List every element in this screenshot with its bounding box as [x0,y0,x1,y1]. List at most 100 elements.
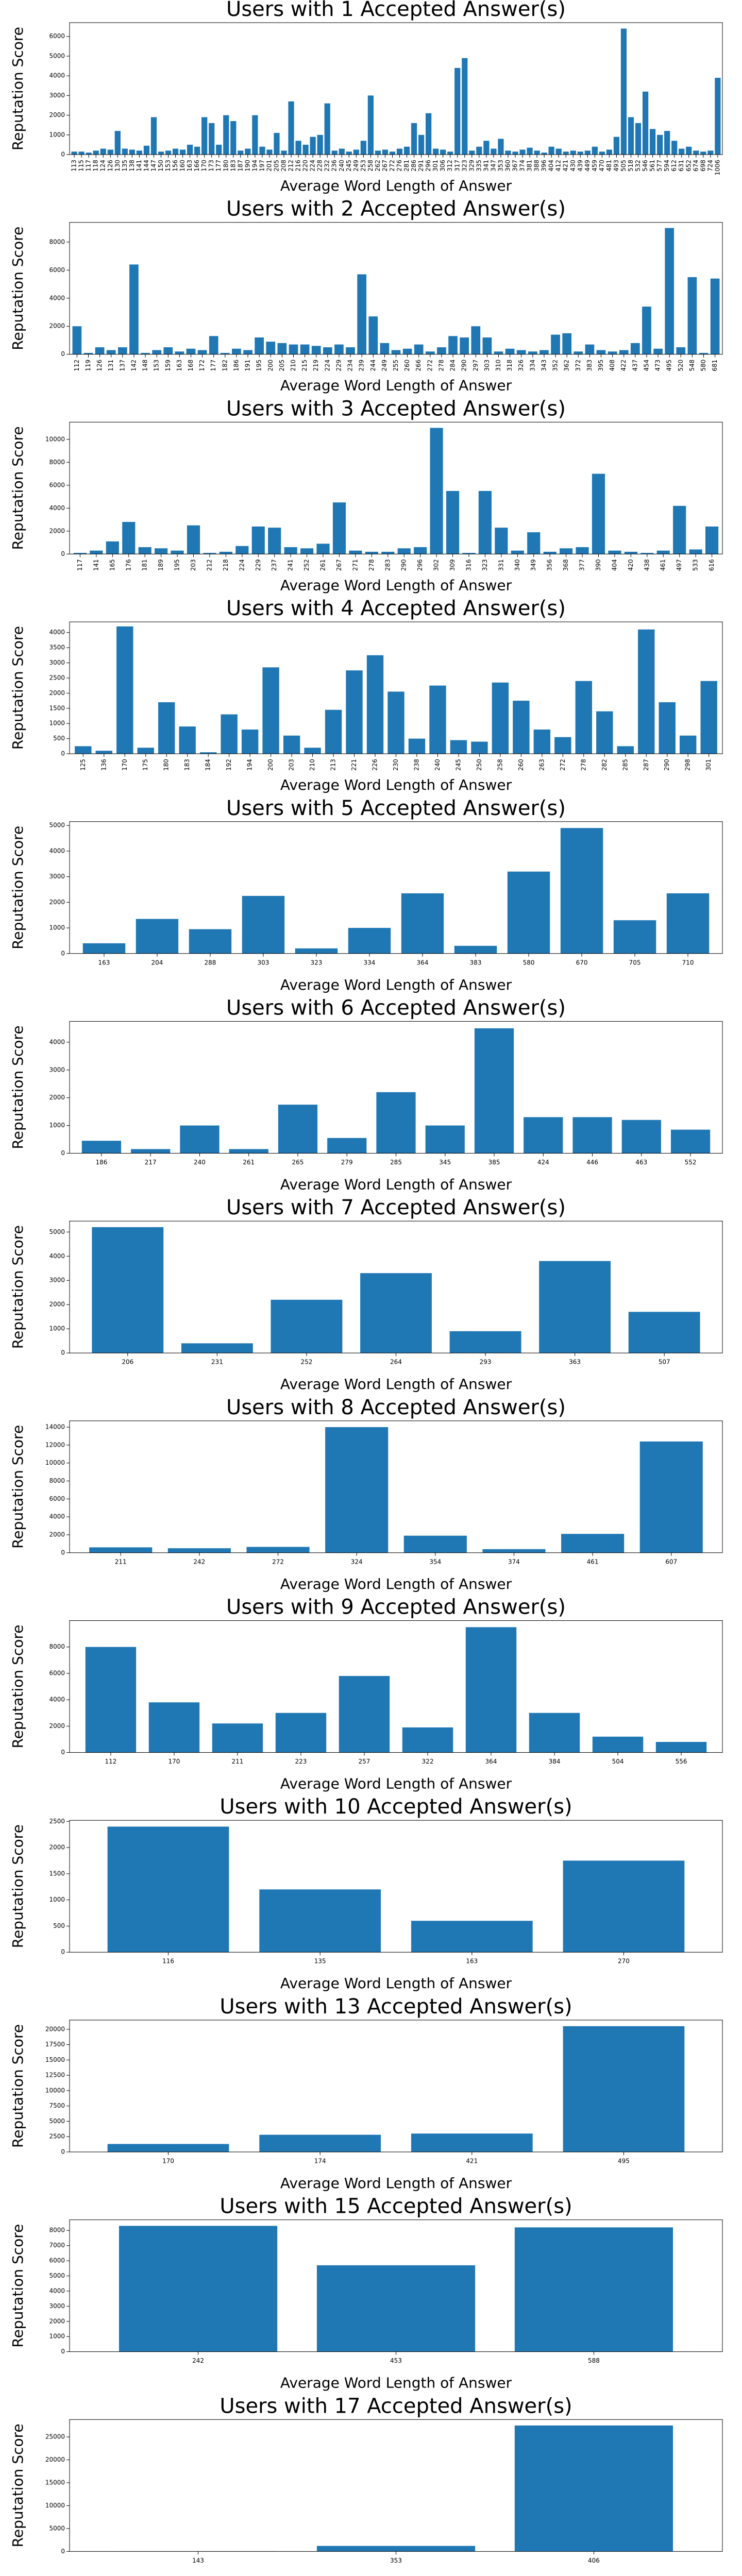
bar [300,548,314,554]
x-tick-label: 520 [677,360,684,371]
x-tick-label: 182 [221,360,228,371]
bar [505,348,515,354]
y-tick-label: 4000 [49,294,65,301]
plot-frame [69,1820,723,1953]
x-tick-label: 255 [392,360,399,371]
y-tick-label: 1000 [49,131,65,138]
x-tick-label: 240 [338,160,345,172]
x-tick-label: 245 [345,160,352,172]
bar [209,336,218,354]
bar [245,148,251,155]
plot-frame [69,821,723,954]
x-tick-label: 406 [588,2557,600,2564]
x-tick-label: 302 [433,559,440,571]
x-tick-label: 293 [480,1359,492,1366]
chart-panel: Users with 1 Accepted Answer(s) Average W… [9,0,723,194]
x-tick-label: 705 [629,959,641,966]
y-axis-label: Reputation Score [9,826,26,950]
bar [172,148,179,155]
y-tick-label: 2000 [49,323,65,330]
y-tick-label: 25000 [45,2433,65,2441]
y-tick-label: 0 [61,2348,65,2355]
x-axis-label: Average Word Length of Answer [280,377,512,394]
x-tick-label: 224 [324,360,331,371]
y-tick-label: 0 [61,1349,65,1357]
y-tick-label: 4000 [49,72,65,79]
bar [360,141,366,155]
bar [642,307,651,354]
bar [608,550,621,554]
y-tick-label: 1000 [49,1325,65,1332]
x-tick-label: 710 [682,959,694,966]
x-tick-label: 272 [559,759,566,771]
chart-title: Users with 4 Accepted Answer(s) [226,597,566,620]
x-tick-label: 190 [244,160,251,172]
bar [498,139,504,155]
bar [613,920,656,954]
y-axis-label: Reputation Score [9,626,26,750]
y-tick-label: 8000 [49,2227,65,2234]
x-axis-label: Average Word Length of Answer [280,1176,512,1193]
y-tick-label: 4000 [49,629,65,636]
bar [106,541,119,554]
x-tick-label: 453 [390,2357,402,2364]
x-tick-label: 390 [595,559,602,571]
bar [639,1441,703,1553]
x-tick-label: 141 [136,160,143,172]
x-tick-label: 473 [654,360,662,371]
x-tick-label: 118 [92,160,99,172]
bar [608,351,617,354]
y-tick-label: 4000 [49,2287,65,2294]
x-tick-label: 165 [109,559,116,571]
x-tick-label: 224 [309,160,316,172]
x-tick-label: 724 [706,160,714,172]
bar [241,729,259,754]
x-tick-label: 288 [205,959,216,966]
bar [628,117,634,155]
x-tick-label: 470 [598,160,605,172]
x-tick-label: 125 [79,759,87,771]
x-tick-label: 260 [517,759,525,771]
bar [519,149,526,155]
plot-frame [69,421,723,554]
bar [563,1860,685,1953]
x-tick-label: 249 [381,360,388,371]
bar [676,347,686,354]
x-tick-label: 147 [150,160,157,172]
bar [670,1129,711,1154]
bar [401,893,444,954]
bar [339,1676,390,1753]
x-tick-label: 301 [432,160,439,172]
chart-title: Users with 5 Accepted Answer(s) [226,796,566,820]
bar [613,137,620,155]
bar [619,350,629,354]
x-tick-label: 681 [711,360,718,371]
y-tick-label: 2000 [49,1094,65,1101]
x-tick-label: 343 [540,360,547,371]
bar [106,350,116,354]
bar [707,150,714,155]
x-tick-label: 404 [611,559,618,571]
x-tick-label: 153 [164,160,172,172]
bar [311,346,321,354]
chart-panel: Users with 8 Accepted Answer(s) Average W… [9,1396,723,1592]
x-tick-label: 163 [98,959,110,966]
x-tick-label: 236 [331,160,338,172]
bar [387,691,404,754]
bar [316,2265,476,2352]
x-tick-label: 364 [485,1758,497,1765]
x-axis-label: Average Word Length of Answer [280,577,512,594]
x-tick-label: 421 [562,160,569,172]
bar [649,129,656,155]
bar [230,121,237,155]
bar [346,347,355,354]
x-tick-label: 240 [194,1159,206,1166]
x-tick-label: 203 [288,759,295,771]
x-tick-label: 266 [415,360,422,371]
x-tick-label: 296 [416,559,424,571]
x-tick-label: 317 [453,160,461,172]
bar [163,347,173,354]
y-tick-label: 0 [61,350,65,358]
y-tick-label: 6000 [49,1669,65,1676]
bar [495,528,508,554]
